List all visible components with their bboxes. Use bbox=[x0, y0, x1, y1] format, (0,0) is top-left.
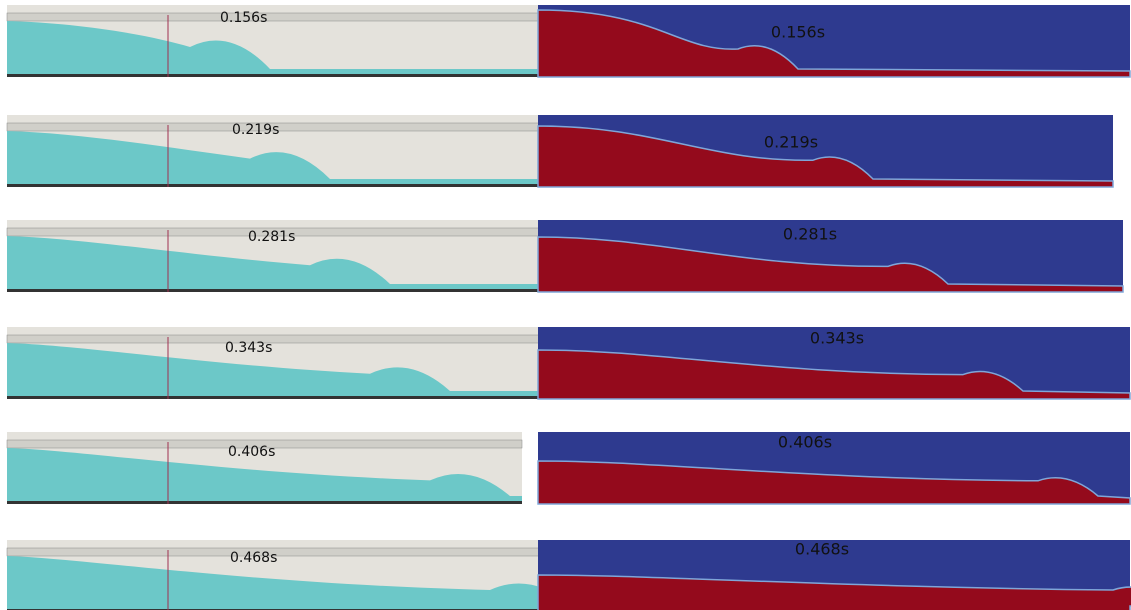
tank-floor bbox=[7, 74, 540, 77]
tank-floor bbox=[7, 501, 522, 504]
experiment-time-label: 0.343s bbox=[225, 340, 272, 356]
tank-floor bbox=[7, 184, 540, 187]
simulation-time-label: 0.468s bbox=[795, 540, 849, 559]
simulation-time-label: 0.343s bbox=[810, 329, 864, 348]
simulation-time-label: 0.219s bbox=[764, 133, 818, 152]
tank-floor bbox=[7, 396, 540, 399]
simulation-time-label: 0.281s bbox=[783, 225, 837, 244]
experiment-time-label: 0.281s bbox=[248, 229, 295, 245]
simulation-time-label: 0.156s bbox=[771, 23, 825, 42]
ruler bbox=[7, 13, 540, 21]
experiment-time-label: 0.219s bbox=[232, 122, 279, 138]
tank-floor bbox=[7, 289, 540, 292]
simulation-time-label: 0.406s bbox=[778, 433, 832, 452]
experiment-time-label: 0.468s bbox=[230, 550, 277, 566]
ruler bbox=[7, 335, 540, 343]
experiment-time-label: 0.406s bbox=[228, 444, 275, 460]
experiment-time-label: 0.156s bbox=[220, 10, 267, 26]
figure: 0.156s 0.156s 0.219s 0.219s 0.281s 0.281s 0.34… bbox=[0, 0, 1131, 610]
